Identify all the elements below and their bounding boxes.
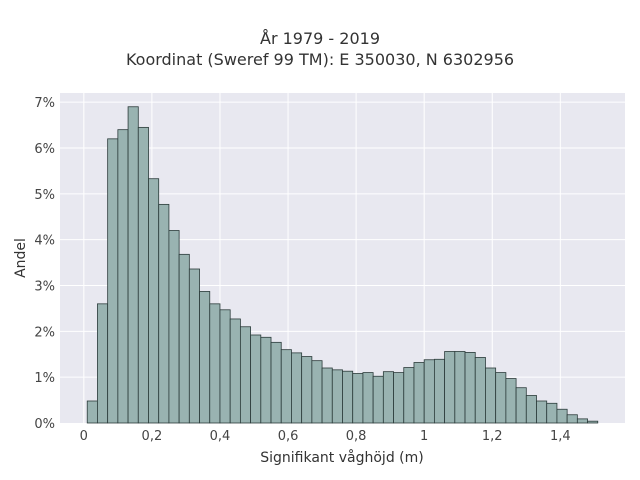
x-tick-label: 1,4	[550, 429, 571, 444]
histogram-bar	[321, 367, 333, 424]
histogram-bar	[229, 318, 241, 424]
y-tick-label: 1%	[34, 371, 55, 386]
histogram-bar	[495, 372, 507, 424]
histogram-bar	[158, 203, 170, 424]
histogram-bar	[97, 303, 109, 424]
histogram-bar	[372, 375, 384, 424]
histogram-bar	[515, 387, 527, 424]
histogram-bar	[525, 395, 537, 424]
histogram-bar	[352, 373, 364, 424]
y-tick-label: 4%	[34, 234, 55, 249]
x-tick-label: 1	[420, 429, 428, 444]
histogram-bar	[188, 268, 200, 424]
x-tick-label: 0,2	[142, 429, 163, 444]
histogram-bar	[362, 372, 374, 424]
histogram-bar	[576, 418, 588, 424]
histogram-bar	[311, 360, 323, 424]
x-axis-label: Signifikant våghöjd (m)	[260, 449, 423, 466]
histogram-bar	[199, 291, 211, 424]
histogram-bar	[587, 420, 599, 424]
histogram-bar	[107, 138, 119, 424]
histogram-bar	[505, 378, 517, 424]
histogram-bar	[413, 362, 425, 424]
histogram-bar	[280, 349, 292, 424]
chart-title: År 1979 - 2019	[260, 29, 380, 48]
histogram-bar	[485, 367, 497, 424]
grid-lines	[60, 93, 625, 423]
histogram-bar	[433, 358, 446, 424]
histogram-bar	[331, 369, 343, 424]
histogram-bar	[464, 352, 476, 424]
y-tick-label: 6%	[34, 142, 55, 157]
histogram-bar	[239, 326, 252, 424]
histogram-bar	[270, 341, 282, 424]
histogram-bar	[454, 351, 466, 424]
histogram-bar	[291, 352, 303, 424]
x-axis-ticks: 0 0,2 0,4 0,6 0,8 1 1,2 1,4	[80, 429, 571, 444]
histogram-bar	[250, 334, 262, 424]
histogram-bar	[444, 351, 456, 424]
histogram-bar	[474, 357, 486, 424]
y-tick-label: 2%	[34, 325, 55, 340]
histogram-bar	[393, 372, 405, 424]
histogram-bar	[382, 371, 394, 424]
histogram-bar	[148, 178, 160, 424]
x-tick-label: 0,4	[210, 429, 231, 444]
histogram-bar	[86, 400, 98, 424]
y-tick-label: 5%	[34, 188, 55, 203]
y-axis-ticks: 0% 1% 2% 3% 4% 5% 6% 7%	[34, 96, 55, 432]
x-tick-label: 0,8	[346, 429, 367, 444]
y-tick-label: 7%	[34, 96, 55, 111]
histogram-bar	[260, 336, 272, 424]
x-tick-label: 0	[80, 429, 88, 444]
histogram-bar	[556, 408, 568, 424]
histogram-bar	[178, 253, 190, 424]
histogram-bar	[301, 356, 313, 424]
histogram-bar	[566, 414, 578, 424]
histogram-bar	[546, 402, 558, 424]
histogram-bar	[117, 129, 129, 424]
histogram-bar	[536, 400, 548, 424]
x-tick-label: 0,6	[278, 429, 299, 444]
x-tick-label: 1,2	[482, 429, 503, 444]
y-tick-label: 3%	[34, 280, 55, 295]
histogram-bar	[137, 126, 149, 424]
bars	[86, 106, 599, 424]
histogram-bar	[342, 370, 354, 424]
histogram-bar	[209, 303, 221, 424]
histogram-bar	[168, 230, 180, 424]
histogram-bar	[219, 309, 231, 424]
chart-subtitle: Koordinat (Sweref 99 TM): E 350030, N 63…	[125, 50, 515, 69]
histogram-bar	[127, 106, 139, 424]
y-axis-label: Andel	[13, 238, 29, 278]
histogram-bar	[423, 359, 435, 424]
y-tick-label: 0%	[34, 417, 55, 432]
histogram-bar	[403, 367, 415, 424]
